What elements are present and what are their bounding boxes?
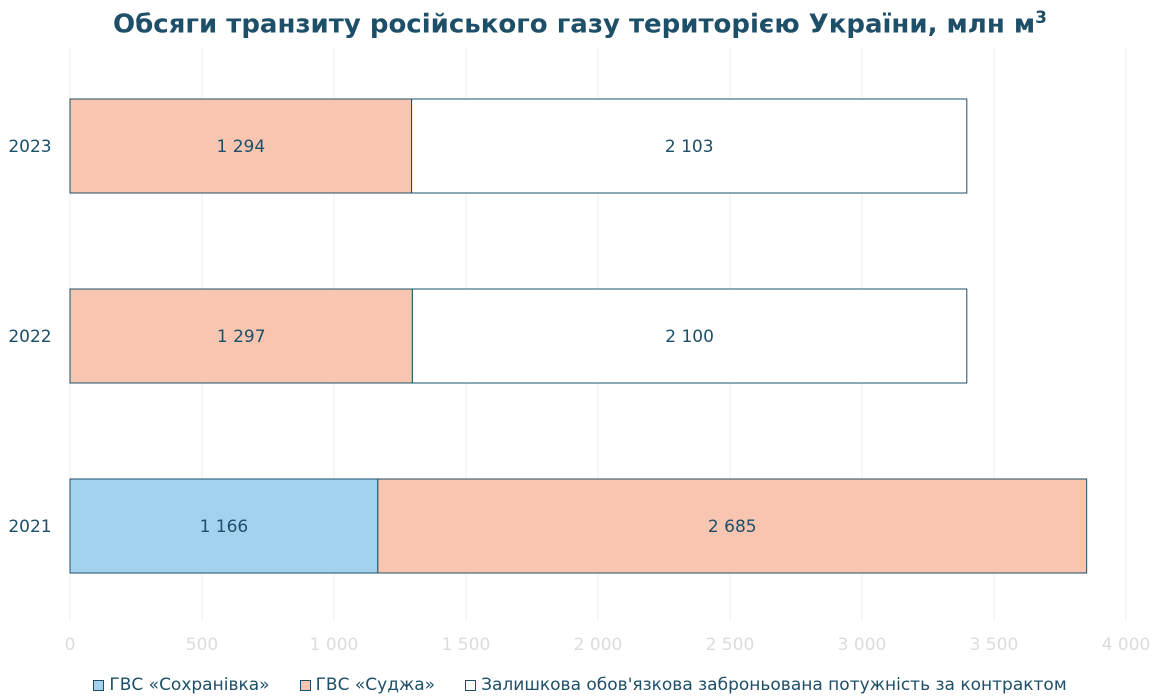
bar-label-2021-series-0: 1 166 [200, 517, 249, 537]
legend-swatch-sudzha [299, 679, 311, 691]
legend-swatch-sokhranivka [93, 679, 105, 691]
bar-label-2023-series-1: 1 294 [216, 137, 265, 157]
title-superscript: 3 [1035, 8, 1047, 28]
chart-title: Обсяги транзиту російського газу територ… [113, 8, 1047, 40]
legend-label-sudzha: ГВС «Суджа» [315, 675, 436, 695]
y-label-2022: 2022 [8, 327, 51, 347]
x-tick-label-2500: 2 500 [706, 635, 755, 655]
legend: ГВС «Сохранівка» ГВС «Суджа» Залишкова о… [0, 672, 1160, 698]
bar-label-2022-series-2: 2 100 [665, 327, 714, 347]
x-tick-label-3000: 3 000 [838, 635, 887, 655]
x-tick-label-2000: 2 000 [574, 635, 623, 655]
bars [69, 98, 1088, 574]
bar-2021-series-0 [69, 478, 379, 574]
legend-item-reserved-capacity: Залишкова обов'язкова заброньована потуж… [465, 675, 1067, 695]
bar-2022-series-2 [411, 288, 968, 384]
bar-label-2023-series-2: 2 103 [665, 137, 714, 157]
legend-label-sokhranivka: ГВС «Сохранівка» [109, 675, 270, 695]
y-label-2023: 2023 [8, 137, 51, 157]
bar-label-2021-series-1: 2 685 [708, 517, 757, 537]
x-tick-label-0: 0 [65, 635, 76, 655]
x-tick-label-500: 500 [186, 635, 218, 655]
x-tick-label-1000: 1 000 [310, 635, 359, 655]
y-axis-labels: 2023 2022 2021 [8, 137, 51, 537]
bar-2023-series-1 [69, 98, 413, 194]
bar-labels: 1 294 2 103 1 297 2 100 1 166 2 685 [200, 137, 757, 537]
x-tick-label-1500: 1 500 [442, 635, 491, 655]
y-label-2021: 2021 [8, 517, 51, 537]
bar-2021-series-1 [377, 478, 1088, 574]
x-tick-label-3500: 3 500 [970, 635, 1019, 655]
bar-label-2022-series-1: 1 297 [217, 327, 266, 347]
legend-swatch-reserved-capacity [465, 679, 477, 691]
legend-label-reserved-capacity: Залишкова обов'язкова заброньована потуж… [481, 675, 1067, 695]
legend-item-sudzha: ГВС «Суджа» [299, 675, 436, 695]
legend-item-sokhranivka: ГВС «Сохранівка» [93, 675, 270, 695]
bar-2023-series-2 [411, 98, 968, 194]
x-axis-labels: 0 500 1 000 1 500 2 000 2 500 3 000 3 500 4 000 [65, 635, 1151, 655]
x-tick-label-4000: 4 000 [1102, 635, 1151, 655]
